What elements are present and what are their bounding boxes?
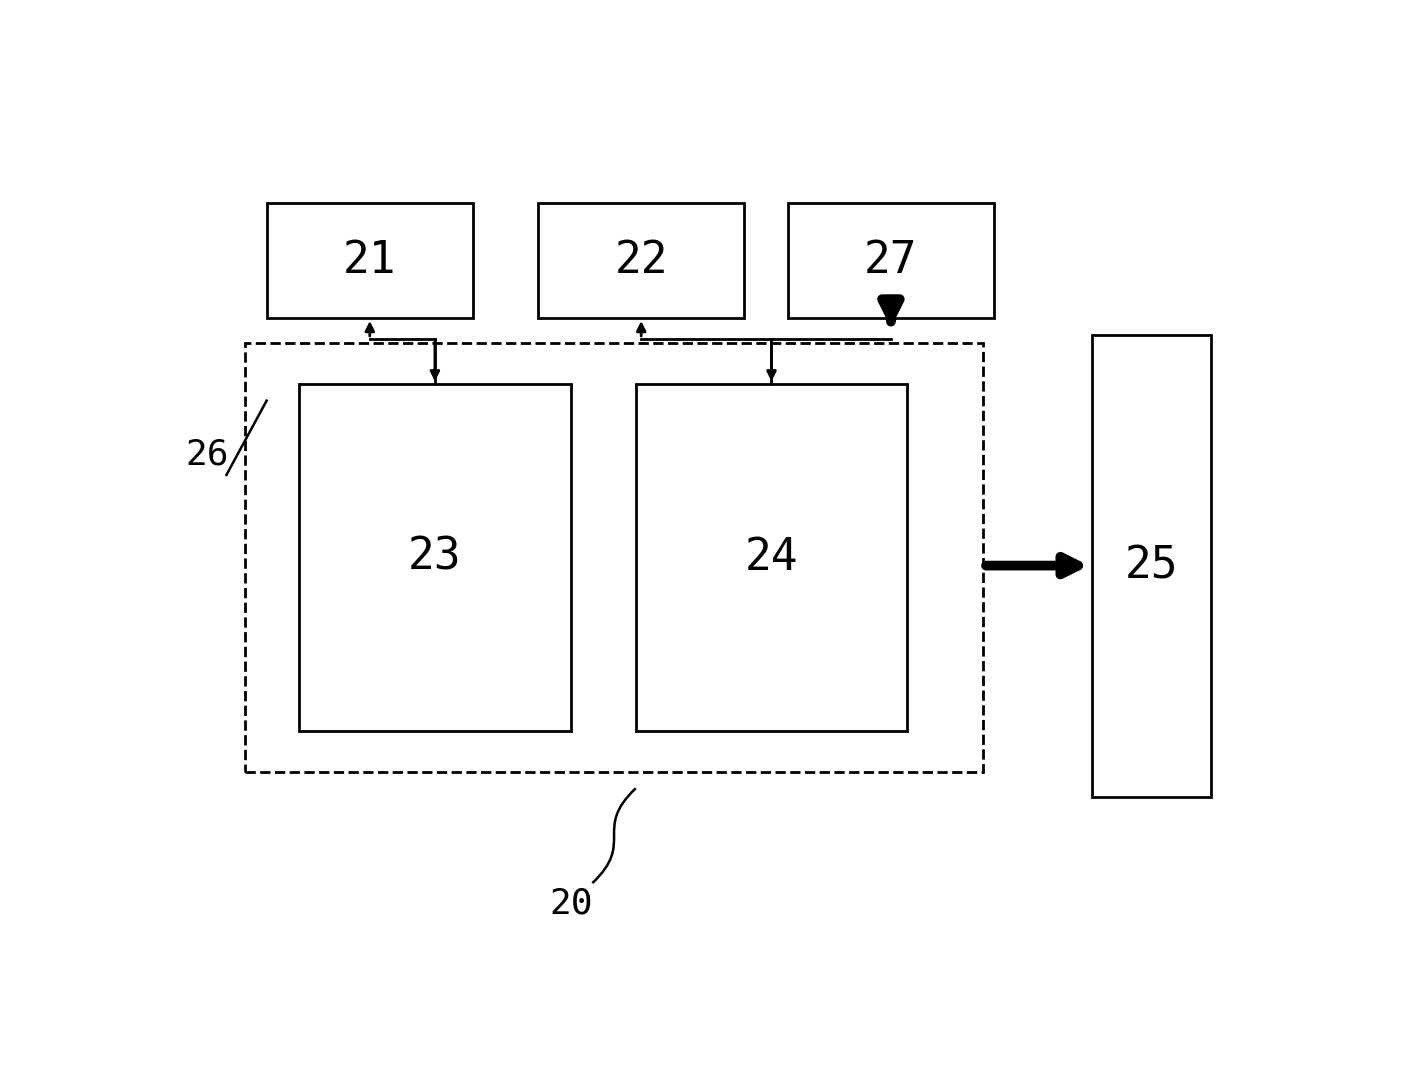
Text: 20: 20 [548, 887, 592, 921]
Bar [539, 202, 744, 318]
Bar [266, 202, 472, 318]
Text: 22: 22 [615, 239, 668, 282]
Text: 21: 21 [343, 239, 396, 282]
Text: 27: 27 [864, 239, 918, 282]
Text: 26: 26 [185, 437, 228, 471]
Bar [636, 384, 907, 730]
Bar [788, 202, 994, 318]
Bar [1091, 334, 1211, 797]
Text: 25: 25 [1125, 544, 1179, 587]
Bar [299, 384, 571, 730]
Text: 23: 23 [407, 536, 461, 578]
Bar [245, 343, 983, 772]
Text: 24: 24 [744, 536, 798, 578]
